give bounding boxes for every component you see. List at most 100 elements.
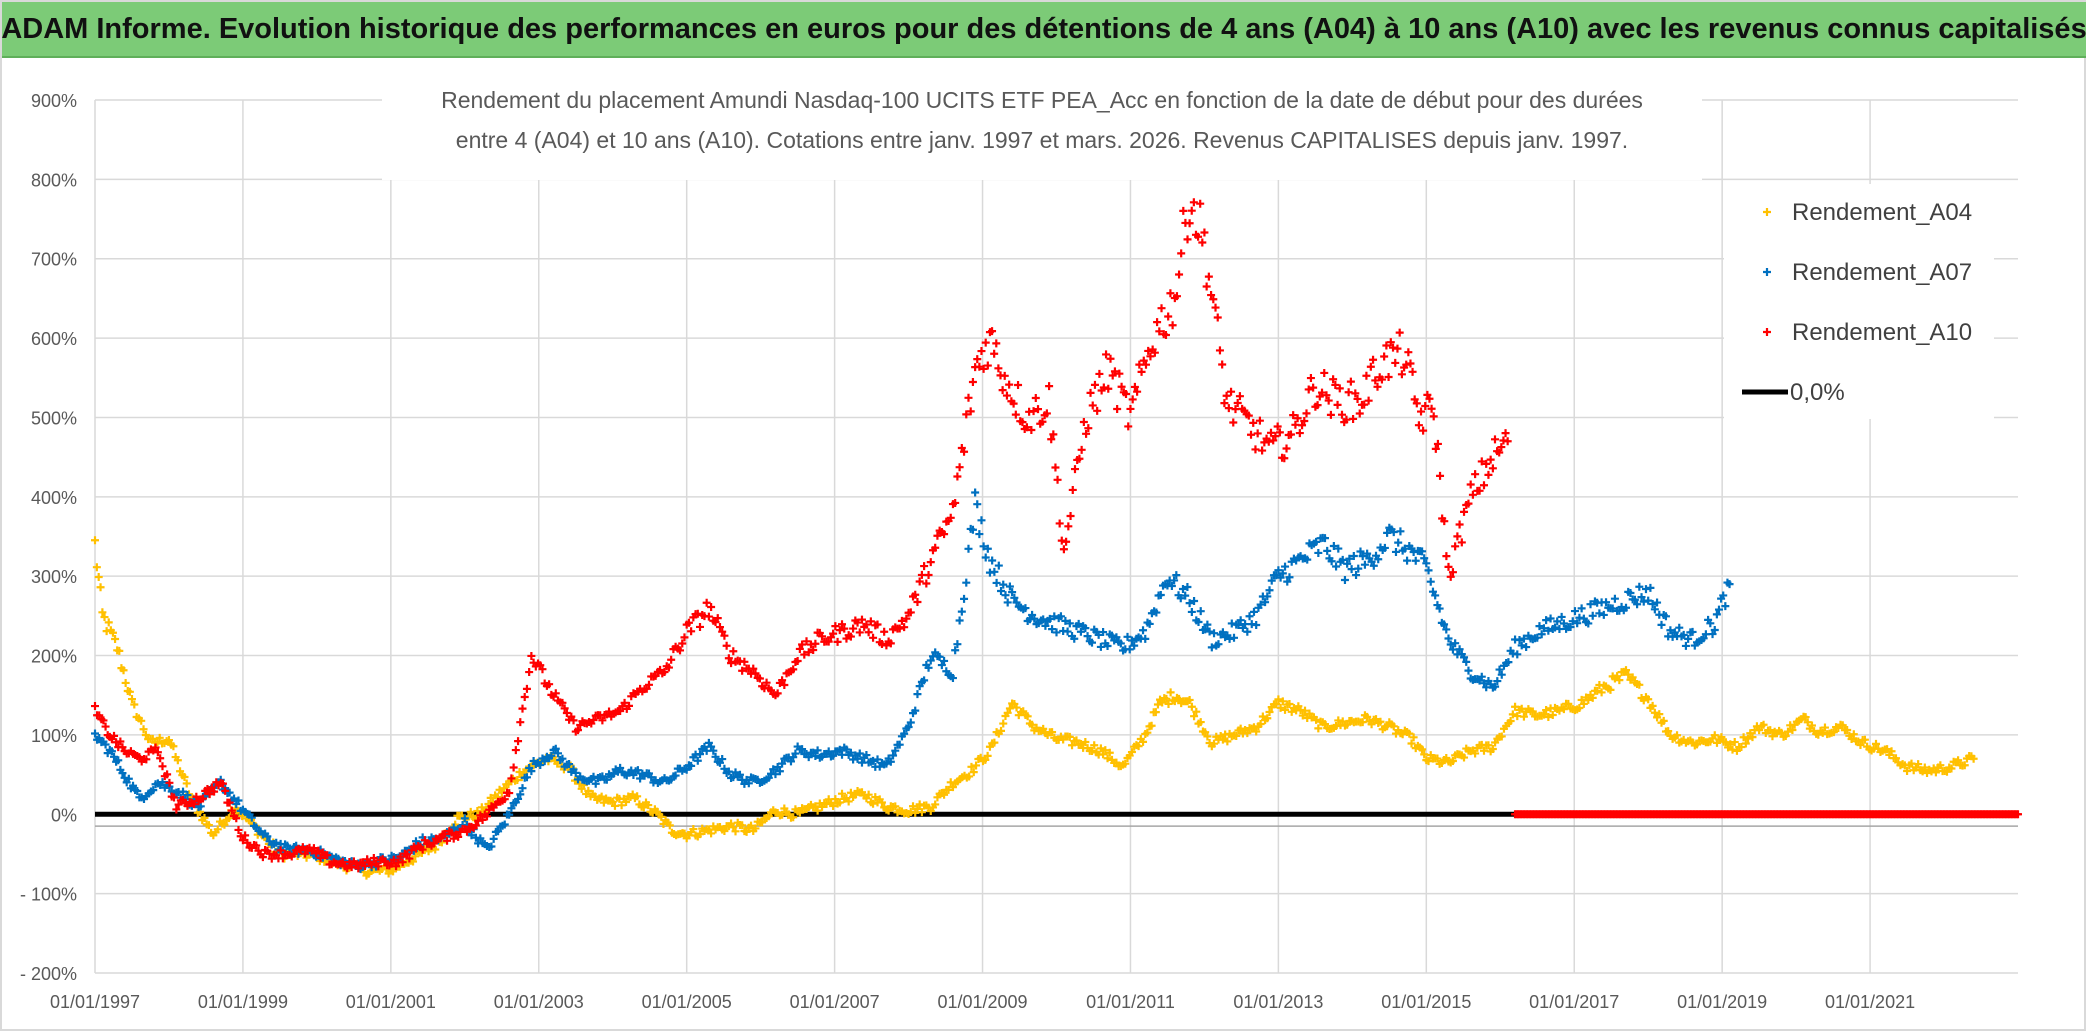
- series-marker: [1329, 541, 1338, 550]
- series-marker: [247, 813, 256, 822]
- series-marker: [895, 740, 904, 749]
- series-marker: [1431, 591, 1440, 600]
- series-marker: [1522, 643, 1531, 652]
- series-marker: [864, 790, 873, 799]
- series-marker: [720, 827, 729, 836]
- series-marker: [1143, 728, 1152, 737]
- series-marker: [1615, 676, 1624, 685]
- series-marker: [1233, 398, 1242, 407]
- series-marker: [405, 854, 414, 863]
- series-marker: [920, 676, 929, 685]
- series-marker: [141, 731, 150, 740]
- series-marker: [1501, 429, 1510, 438]
- series-marker: [169, 742, 178, 751]
- series-marker: [133, 787, 142, 796]
- series-marker: [1539, 710, 1548, 719]
- series-marker: [1497, 443, 1506, 452]
- series-marker: [1448, 756, 1457, 765]
- series-marker: [411, 852, 420, 861]
- series-marker: [1107, 631, 1116, 640]
- performance-chart: - 200% - 100% 0% 100% 200% 300% 400% 500% 600% 70…: [20, 80, 2022, 1012]
- series-marker: [838, 789, 847, 798]
- series-marker: [946, 513, 955, 522]
- series-marker: [1256, 600, 1265, 609]
- series-marker: [1495, 448, 1504, 457]
- series-marker: [1166, 289, 1175, 298]
- series-marker: [429, 839, 438, 848]
- series-marker: [1883, 745, 1892, 754]
- series-marker: [1059, 545, 1068, 554]
- series-marker: [1650, 708, 1659, 717]
- series-marker: [1281, 705, 1290, 714]
- series-marker: [1183, 583, 1192, 592]
- series-marker: [931, 543, 940, 552]
- series-marker: [196, 802, 205, 811]
- series-marker: [1045, 382, 1054, 391]
- series-marker: [1728, 745, 1737, 754]
- series-marker: [1451, 639, 1460, 648]
- series-marker: [1201, 625, 1210, 634]
- series-marker: [1263, 592, 1272, 601]
- series-marker: [129, 781, 138, 790]
- series-marker: [1706, 619, 1715, 628]
- series-marker: [352, 860, 361, 869]
- series-marker: [682, 765, 691, 774]
- series-marker: [973, 355, 982, 364]
- series-marker: [904, 723, 913, 732]
- series-marker: [220, 820, 229, 829]
- series-marker: [1557, 612, 1566, 621]
- series-marker: [1106, 354, 1115, 363]
- series-marker: [1405, 729, 1414, 738]
- legend-marker: [1763, 208, 1771, 216]
- series-marker: [1300, 417, 1309, 426]
- series-marker: [1673, 731, 1682, 740]
- series-marker: [1891, 754, 1900, 763]
- series-marker: [1710, 731, 1719, 740]
- series-marker: [1065, 619, 1074, 628]
- series-marker: [1681, 641, 1690, 650]
- series-marker: [709, 746, 718, 755]
- x-axis: 01/01/1997 01/01/1999 01/01/2001 01/01/2003…: [50, 992, 1915, 1012]
- series-marker: [513, 776, 522, 785]
- series-marker: [990, 738, 999, 747]
- series-marker: [1064, 522, 1073, 531]
- legend-marker: [1763, 268, 1771, 276]
- series-marker: [676, 646, 685, 655]
- series-marker: [1484, 470, 1493, 479]
- series-marker: [1072, 736, 1081, 745]
- series-marker: [1125, 645, 1134, 654]
- series-marker: [263, 832, 272, 841]
- legend-item: Rendement_A04: [1763, 199, 1972, 226]
- x-tick-label: 01/01/2005: [642, 992, 732, 1012]
- series-marker: [647, 773, 656, 782]
- series-marker: [1207, 643, 1216, 652]
- series-marker: [514, 794, 523, 803]
- series-marker: [1679, 630, 1688, 639]
- series-marker: [101, 740, 110, 749]
- series-marker: [1207, 291, 1216, 300]
- series-marker: [955, 463, 964, 472]
- series-marker: [515, 768, 524, 777]
- series-marker: [96, 583, 105, 592]
- series-marker: [1326, 410, 1335, 419]
- series-marker: [558, 698, 567, 707]
- series-marker: [389, 867, 398, 876]
- series-marker: [1210, 629, 1219, 638]
- series-marker: [1396, 527, 1405, 536]
- series-marker: [1322, 391, 1331, 400]
- series-marker: [1506, 717, 1515, 726]
- series-marker: [1272, 700, 1281, 709]
- series-marker: [460, 814, 469, 823]
- series-marker: [1355, 409, 1364, 418]
- series-marker: [951, 498, 960, 507]
- series-marker: [110, 731, 119, 740]
- series-rendement-a04: [91, 536, 1978, 880]
- series-marker: [1010, 593, 1019, 602]
- series-marker: [738, 666, 747, 675]
- series-marker: [1204, 272, 1213, 281]
- series-marker: [1086, 388, 1095, 397]
- series-marker: [1829, 728, 1838, 737]
- series-marker: [1079, 417, 1088, 426]
- series-marker: [1151, 708, 1160, 717]
- series-marker: [1849, 730, 1858, 739]
